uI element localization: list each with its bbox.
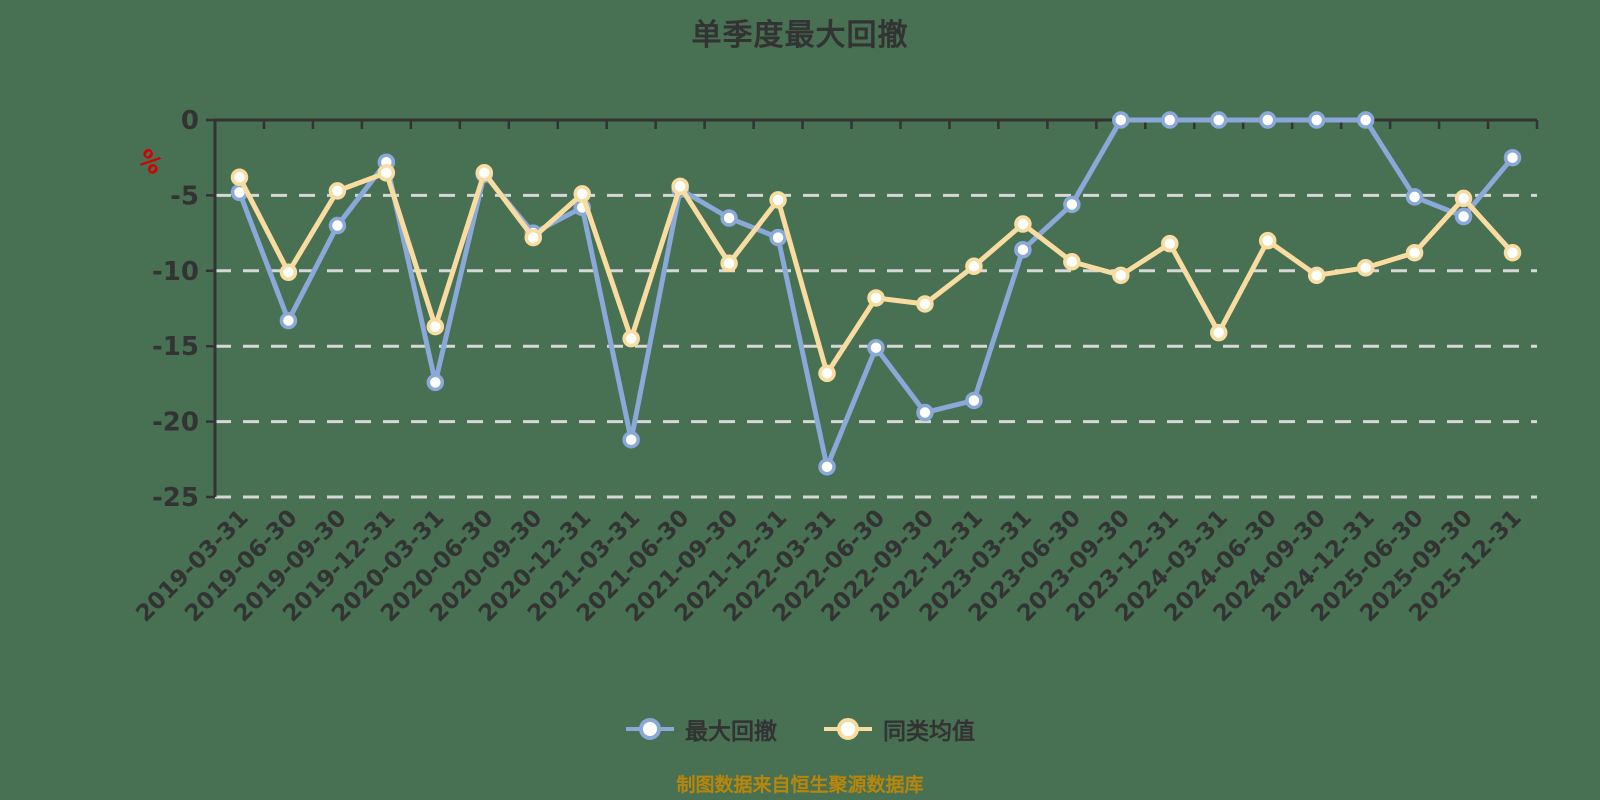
y-tick-label: 0 (181, 106, 199, 136)
data-point-category-average[interactable] (1258, 231, 1277, 250)
legend: 最大回撤 同类均值 (0, 712, 1600, 746)
data-point-max-drawdown[interactable] (867, 338, 885, 357)
data-point-max-drawdown[interactable] (328, 216, 347, 235)
data-point-max-drawdown[interactable] (1503, 148, 1522, 167)
y-tick-label: -5 (170, 181, 199, 211)
data-point-max-drawdown[interactable] (279, 311, 298, 330)
data-point-category-average[interactable] (279, 263, 298, 282)
data-point-max-drawdown[interactable] (720, 209, 738, 227)
line-chart: 0-5-10-15-20-25%2019-03-312019-06-302019… (131, 106, 1539, 627)
data-point-category-average[interactable] (671, 177, 689, 196)
data-point-max-drawdown[interactable] (916, 403, 934, 422)
y-tick-label: -15 (152, 332, 199, 362)
data-point-max-drawdown[interactable] (1356, 111, 1375, 129)
data-point-category-average[interactable] (1014, 215, 1032, 233)
legend-item-category-average[interactable]: 同类均值 (823, 712, 975, 746)
data-point-category-average[interactable] (622, 329, 640, 348)
data-point-category-average[interactable] (230, 168, 249, 187)
data-point-max-drawdown[interactable] (1454, 207, 1473, 226)
y-tick-label: -20 (152, 408, 199, 438)
data-point-category-average[interactable] (720, 254, 738, 273)
data-point-max-drawdown[interactable] (1161, 111, 1179, 129)
data-point-category-average[interactable] (426, 317, 445, 336)
data-point-category-average[interactable] (1209, 323, 1228, 342)
legend-marker-category-average-icon (824, 718, 872, 740)
data-point-max-drawdown[interactable] (965, 391, 983, 410)
legend-marker-max-drawdown-icon (626, 718, 674, 740)
data-point-max-drawdown[interactable] (1014, 240, 1032, 259)
data-point-category-average[interactable] (475, 164, 494, 182)
data-point-category-average[interactable] (377, 164, 396, 182)
data-point-category-average[interactable] (1063, 253, 1081, 271)
data-point-category-average[interactable] (1356, 259, 1375, 277)
data-point-max-drawdown[interactable] (1405, 188, 1424, 206)
legend-item-max-drawdown[interactable]: 最大回撤 (625, 712, 777, 746)
data-point-category-average[interactable] (524, 228, 543, 247)
data-point-category-average[interactable] (1405, 243, 1424, 262)
y-axis-unit-label: % (132, 144, 168, 181)
data-point-category-average[interactable] (818, 364, 836, 383)
source-note: 制图数据来自恒生聚源数据库 (676, 774, 924, 796)
data-point-category-average[interactable] (573, 185, 591, 203)
data-point-category-average[interactable] (965, 257, 983, 276)
data-point-category-average[interactable] (1503, 243, 1522, 262)
data-point-category-average[interactable] (1454, 189, 1473, 208)
legend-label-max-drawdown: 最大回撤 (685, 719, 777, 745)
data-point-category-average[interactable] (867, 289, 885, 307)
data-point-max-drawdown[interactable] (1063, 195, 1081, 214)
data-point-category-average[interactable] (769, 191, 787, 209)
data-point-max-drawdown[interactable] (1209, 111, 1228, 129)
data-point-max-drawdown[interactable] (1307, 111, 1326, 129)
data-point-category-average[interactable] (1112, 266, 1130, 285)
data-point-max-drawdown[interactable] (622, 430, 640, 449)
data-point-category-average[interactable] (328, 182, 347, 200)
data-point-category-average[interactable] (1161, 234, 1179, 253)
y-tick-label: -10 (152, 257, 199, 287)
data-point-category-average[interactable] (1307, 266, 1326, 285)
data-point-max-drawdown[interactable] (1258, 111, 1277, 129)
data-point-max-drawdown[interactable] (426, 373, 445, 392)
legend-label-category-average: 同类均值 (883, 719, 975, 745)
chart-title: 单季度最大回撤 (691, 18, 909, 53)
y-tick-label: -25 (152, 483, 199, 513)
data-point-max-drawdown[interactable] (818, 458, 836, 476)
data-point-category-average[interactable] (916, 295, 934, 313)
data-point-max-drawdown[interactable] (769, 228, 787, 247)
data-point-max-drawdown[interactable] (1112, 111, 1130, 129)
